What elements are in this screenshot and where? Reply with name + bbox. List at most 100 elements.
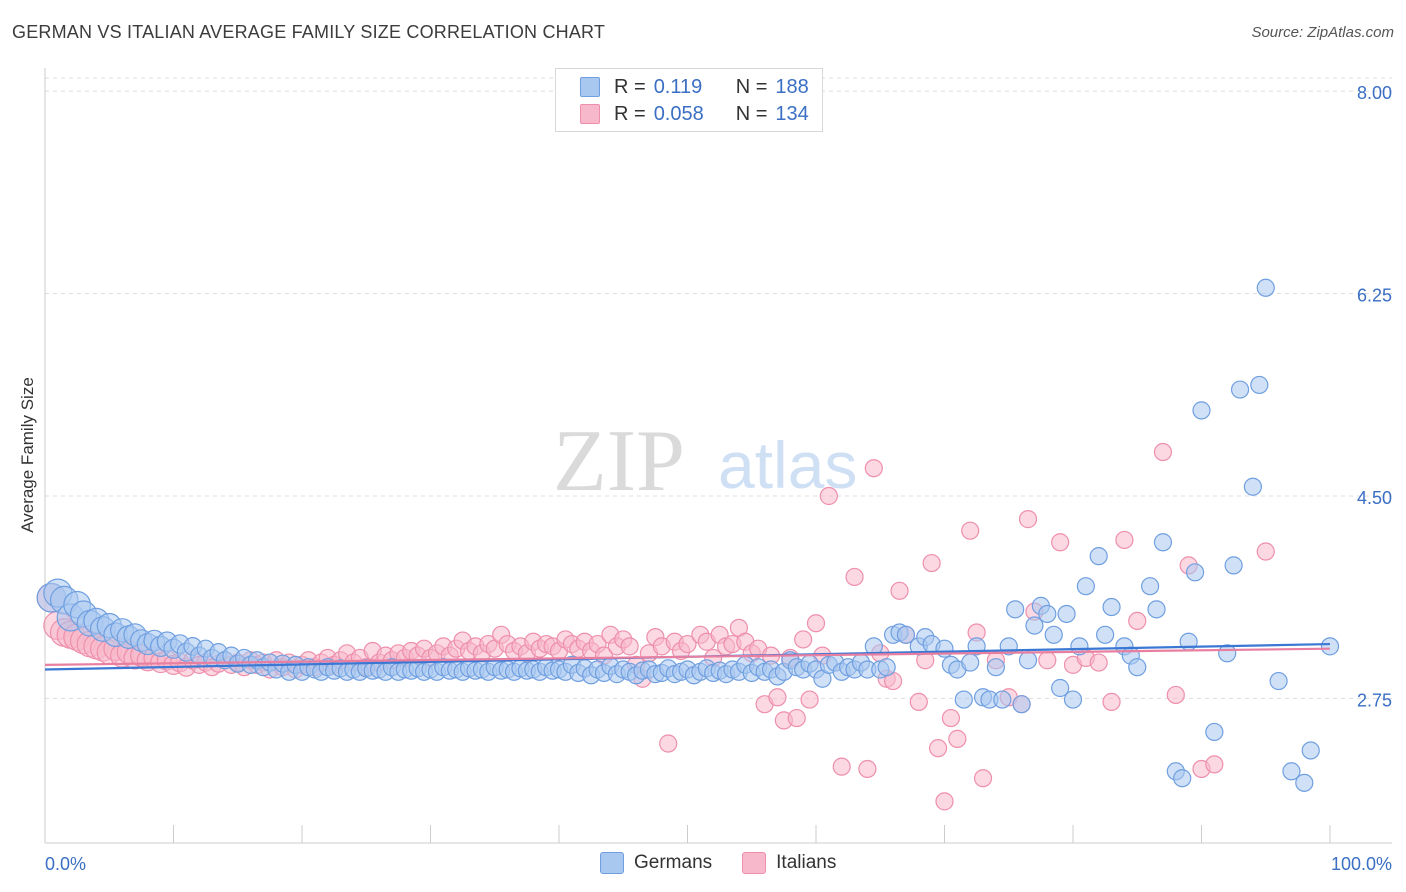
germans-point [1018,651,1038,670]
italians-point [1089,653,1108,672]
germans-point [877,658,896,677]
germans-point [1185,563,1205,582]
italians-point [832,757,851,776]
italians-point [620,637,639,656]
germans-point [1243,477,1263,496]
legend-label-italians: Italians [776,852,837,873]
germans-point [1320,637,1340,656]
italians-point [941,708,961,728]
italians-point [928,739,948,758]
italians-point [768,688,787,707]
trend-lines [44,642,1331,671]
legend-n-italians: 134 [775,102,809,125]
watermark-zip: ZIP [553,413,685,510]
germans-point [1089,547,1108,566]
germans-point [1063,690,1083,709]
y-tick-label: 2.75 [1357,690,1392,710]
italians-point [890,581,909,600]
italians-point [1205,755,1224,774]
italians-point [973,769,993,788]
legend-n-label: N = [735,75,768,98]
italians-trend-line [44,647,1331,666]
x-tick-label-min: 0.0% [45,854,86,874]
legend-n-germans: 188 [775,75,809,98]
germans-point [986,658,1006,677]
germans-point [1070,637,1089,656]
germans-point [1282,762,1301,781]
germans-point [1218,644,1237,663]
germans-point [1269,671,1288,691]
germans-point [1006,600,1025,619]
italians-point [909,692,928,711]
germans-point [1076,577,1095,596]
legend-swatch-germans [580,77,600,97]
legend: R = 0.119 N = 188 R = 0.058 N = 134 [555,68,823,132]
grid-lines [45,77,1392,699]
source-label: Source: ZipAtlas.com [1251,24,1394,41]
germans-point [1147,600,1166,619]
germans-point [1301,741,1320,760]
watermark: ZIP atlas [553,413,857,510]
italians-point [787,708,806,728]
germans-point [1057,604,1076,624]
legend-item-italians[interactable]: Italians [742,852,836,874]
germans-point [1250,375,1269,395]
germans-point [1102,597,1121,617]
y-tick-label: 8.00 [1357,83,1392,103]
italians-point [1051,533,1070,552]
italians-point [1256,542,1275,561]
germans-point [1012,695,1031,714]
germans-point [1153,533,1173,552]
italians-point [1128,611,1147,631]
italians-point [948,729,967,748]
germans-point [1224,556,1243,575]
germans-point [1192,401,1211,420]
italians-point [819,486,838,506]
germans-point [1025,616,1044,635]
germans-point [1140,577,1160,596]
y-tick-label: 6.25 [1357,286,1392,306]
legend-r-label: R = [614,75,646,98]
germans-point [1044,625,1063,644]
germans-point [1173,769,1192,788]
germans-point [1128,658,1147,677]
legend-n-label: N = [735,102,768,125]
italians-point [659,734,678,753]
germans-point [1205,722,1224,742]
x-tick-label-max: 100.0% [1331,854,1392,874]
germans-points [36,278,1340,792]
germans-point [1295,773,1314,792]
y-axis-title: Average Family Size [18,377,37,533]
germans-point [961,653,980,672]
y-tick-labels: 8.00 6.25 4.50 2.75 [1357,83,1392,710]
italians-point [1166,685,1185,705]
germans-point [954,690,973,709]
legend-item-germans[interactable]: Germans [600,852,712,874]
italians-point [1115,530,1134,550]
italians-point [922,553,941,573]
italians-point [961,521,980,540]
germans-point [1256,278,1275,297]
legend-r-label: R = [614,102,646,125]
y-tick-label: 4.50 [1357,488,1392,508]
italians-point [1038,651,1057,670]
chart-title: GERMAN VS ITALIAN AVERAGE FAMILY SIZE CO… [12,22,606,42]
germans-point [993,690,1012,709]
legend-label-germans: Germans [634,852,713,873]
italians-point [845,567,864,587]
italians-point [935,792,954,811]
germans-point [896,625,916,644]
legend-r-italians: 0.058 [653,102,704,125]
italians-point [1018,510,1038,529]
legend-swatch-italians [580,104,600,124]
legend-swatch-italians [742,852,767,874]
germans-point [1038,604,1057,624]
italians-point [794,630,813,649]
italians-point [678,634,697,654]
italians-point [858,759,877,779]
series-legend: Germans Italians [600,852,866,874]
germans-point [1096,625,1115,644]
legend-row-germans: R = 0.119 N = 188 [580,75,809,99]
italians-point [864,459,883,478]
